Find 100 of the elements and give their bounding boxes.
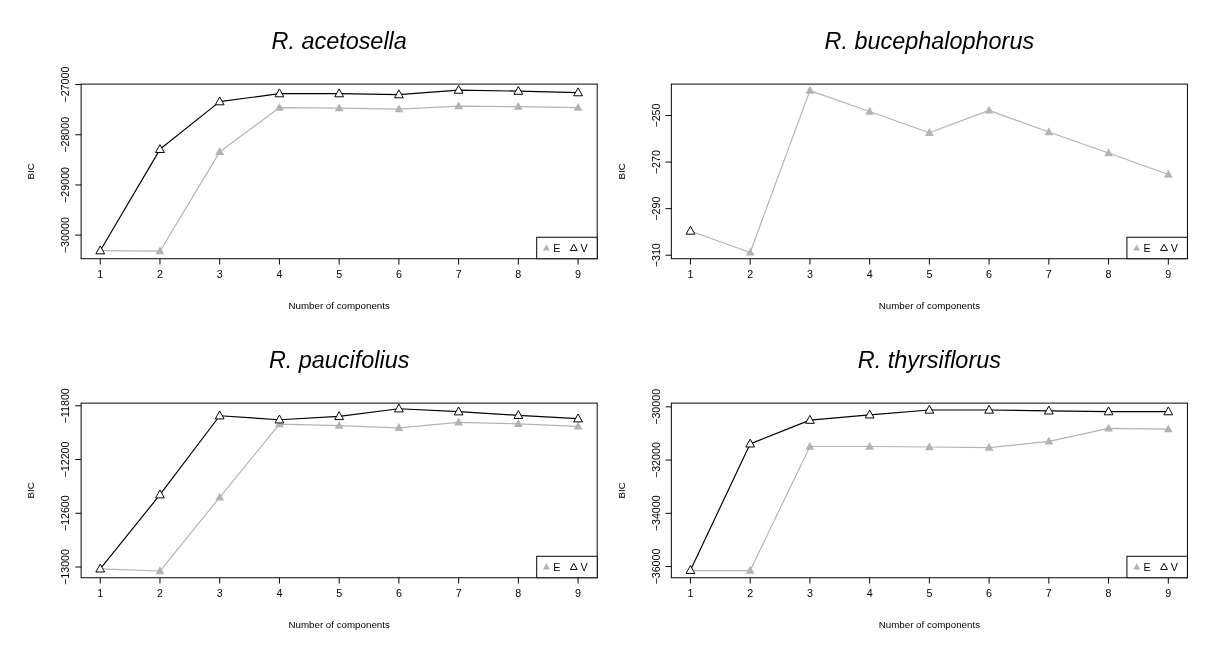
point bbox=[214, 410, 225, 420]
y-tick-label: −27000 bbox=[59, 66, 72, 103]
point bbox=[334, 420, 344, 429]
x-tick-label: 6 bbox=[395, 268, 402, 281]
chart-title: R. bucephalophorus bbox=[824, 27, 1035, 54]
point bbox=[394, 423, 404, 431]
chart-title: R. paucifolius bbox=[268, 346, 410, 373]
chart-title: R. acetosella bbox=[271, 27, 407, 54]
point bbox=[1163, 169, 1173, 178]
point bbox=[805, 414, 815, 424]
point bbox=[155, 489, 165, 499]
point bbox=[924, 442, 934, 451]
point bbox=[984, 404, 994, 414]
point bbox=[155, 144, 165, 153]
y-tick-label: −12600 bbox=[59, 495, 72, 532]
point bbox=[513, 85, 524, 95]
y-axis-title: BIC bbox=[615, 163, 627, 180]
point bbox=[155, 566, 165, 575]
point bbox=[453, 406, 464, 416]
point bbox=[924, 404, 935, 414]
x-tick-label: 7 bbox=[1045, 268, 1052, 281]
x-tick-label: 6 bbox=[986, 587, 993, 600]
point bbox=[984, 442, 994, 451]
point bbox=[274, 88, 285, 98]
x-tick-label: 7 bbox=[455, 268, 462, 281]
y-axis-title: BIC bbox=[25, 482, 37, 499]
point bbox=[805, 441, 815, 450]
x-tick-label: 2 bbox=[747, 587, 754, 600]
x-tick-label: 9 bbox=[575, 587, 582, 600]
x-tick-label: 7 bbox=[1045, 587, 1052, 600]
point bbox=[334, 411, 345, 421]
chart-title: R. thyrsiflorus bbox=[857, 346, 1002, 373]
x-tick-label: 5 bbox=[336, 268, 343, 281]
point bbox=[573, 87, 583, 97]
point bbox=[1044, 127, 1054, 136]
point bbox=[394, 89, 404, 99]
legend-label: V bbox=[580, 241, 589, 254]
point bbox=[1163, 406, 1174, 416]
y-tick-label: −250 bbox=[649, 103, 662, 128]
point bbox=[214, 96, 225, 106]
y-tick-label: −34000 bbox=[649, 495, 662, 532]
y-tick-label: −30000 bbox=[649, 388, 662, 425]
x-tick-label: 1 bbox=[687, 268, 694, 281]
point bbox=[1043, 405, 1054, 415]
point bbox=[865, 441, 875, 450]
x-tick-label: 7 bbox=[455, 587, 462, 600]
point bbox=[513, 101, 523, 110]
point bbox=[454, 101, 464, 110]
y-tick-label: −29000 bbox=[59, 166, 72, 203]
x-tick-label: 5 bbox=[926, 587, 933, 600]
x-tick-label: 4 bbox=[276, 587, 283, 600]
x-tick-label: 2 bbox=[156, 268, 163, 281]
x-tick-label: 4 bbox=[866, 268, 873, 281]
x-tick-label: 6 bbox=[986, 268, 993, 281]
point bbox=[513, 419, 523, 427]
y-tick-label: −11800 bbox=[59, 388, 72, 424]
point bbox=[805, 85, 815, 94]
x-axis-title: Number of components bbox=[288, 300, 390, 312]
point bbox=[984, 105, 994, 114]
x-tick-label: 4 bbox=[276, 268, 283, 281]
x-tick-label: 1 bbox=[97, 587, 104, 600]
point bbox=[1104, 148, 1113, 157]
point bbox=[394, 104, 404, 113]
y-axis-title: BIC bbox=[615, 482, 627, 499]
point bbox=[1104, 423, 1113, 432]
point bbox=[573, 413, 583, 423]
x-tick-label: 3 bbox=[216, 587, 223, 600]
legend-label: E bbox=[553, 560, 561, 573]
x-tick-label: 8 bbox=[1105, 587, 1112, 600]
y-tick-label: −310 bbox=[649, 243, 662, 268]
point bbox=[1163, 424, 1173, 433]
legend-label: V bbox=[1170, 560, 1179, 573]
x-axis-title: Number of components bbox=[878, 300, 981, 312]
point bbox=[745, 247, 755, 256]
x-tick-label: 6 bbox=[395, 587, 402, 600]
point bbox=[1044, 436, 1054, 445]
x-tick-label: 4 bbox=[866, 587, 873, 600]
x-tick-label: 3 bbox=[806, 268, 813, 281]
x-tick-label: 2 bbox=[747, 268, 754, 281]
point bbox=[215, 492, 225, 501]
x-axis-title: Number of components bbox=[878, 619, 981, 631]
point bbox=[155, 246, 165, 255]
point bbox=[745, 565, 755, 574]
y-tick-label: −36000 bbox=[649, 548, 662, 585]
y-tick-label: −30000 bbox=[59, 217, 72, 254]
x-tick-label: 2 bbox=[156, 587, 163, 600]
legend-label: E bbox=[1143, 560, 1151, 573]
y-tick-label: −28000 bbox=[59, 116, 72, 153]
x-tick-label: 9 bbox=[1165, 587, 1172, 600]
point bbox=[453, 84, 464, 94]
x-tick-label: 3 bbox=[806, 587, 813, 600]
point bbox=[394, 403, 404, 413]
point bbox=[334, 103, 344, 112]
x-tick-label: 3 bbox=[216, 268, 223, 281]
x-tick-label: 5 bbox=[926, 268, 933, 281]
point bbox=[275, 102, 284, 111]
point bbox=[1103, 406, 1114, 416]
y-tick-label: −290 bbox=[649, 196, 662, 221]
point bbox=[274, 414, 285, 424]
x-tick-label: 8 bbox=[515, 268, 522, 281]
